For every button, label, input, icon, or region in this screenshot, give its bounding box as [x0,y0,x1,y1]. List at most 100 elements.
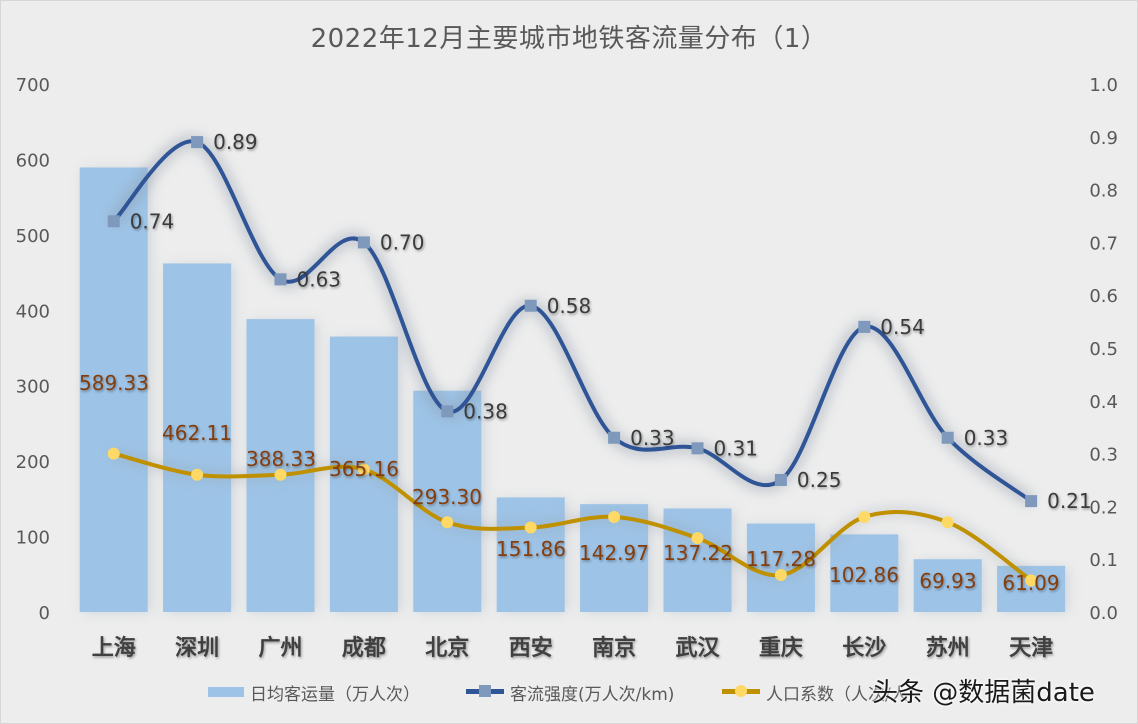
x-tick-label: 重庆 [759,635,803,661]
chart-title: 2022年12月主要城市地铁客流量分布（1） [310,24,828,54]
square-marker [524,299,537,312]
bar-value-label: 102.86 [829,563,899,587]
bar [913,559,982,612]
intensity-value-label: 0.70 [380,230,425,254]
intensity-value-label: 0.33 [964,426,1009,450]
square-marker [941,431,954,444]
intensity-value-label: 0.63 [297,267,342,291]
right-y-tick: 0.4 [1089,392,1118,413]
x-axis: 上海 深圳 广州 成都 北京 西安 南京 武汉 重庆 长沙 苏州 天津 [92,635,1053,661]
intensity-value-label: 0.54 [880,315,925,339]
left-y-tick: 200 [16,452,50,473]
chart-legend: 日均客运量（万人次） 客流强度(万人次/km) 人口系数（人次/人） [0,678,1138,706]
x-tick-label: 武汉 [675,636,720,661]
x-tick-label: 北京 [425,635,469,661]
line-square-marker-icon [466,685,504,697]
right-y-tick: 0.9 [1089,128,1118,149]
legend-item-daily-ridership: 日均客运量（万人次） [208,678,420,706]
bar [246,319,315,612]
legend-label: 人口系数（人次/人） [766,684,925,705]
circle-marker [691,532,704,545]
intensity-value-label: 0.33 [630,426,675,450]
bar-value-label: 589.33 [79,371,149,395]
bar [163,263,232,612]
circle-marker [357,463,370,476]
bar-value-label: 365.16 [329,457,399,481]
bar-value-label: 151.86 [496,537,566,561]
bar-value-label: 137.22 [663,541,733,565]
x-tick-label: 长沙 [842,636,886,661]
bar-value-label: 61.09 [1002,571,1059,595]
line-series-ridership-intensity [107,134,1038,508]
square-marker [191,136,204,149]
intensity-value-label: 0.89 [213,130,258,154]
left-y-tick: 700 [16,75,50,96]
x-tick-label: 成都 [342,636,386,661]
circle-marker [107,447,120,460]
circle-marker [274,468,287,481]
square-marker [691,442,704,455]
left-y-tick: 400 [16,301,50,322]
bar [79,167,148,612]
right-y-tick: 0.3 [1089,445,1118,466]
circle-marker [774,569,787,582]
square-marker [774,474,787,486]
watermark: 头条 @数据菌date [872,678,1095,708]
bar [496,497,565,612]
data-labels: 589.33 462.11 388.33 365.16 293.30 151.86 142.… [79,130,1092,595]
legend-item-intensity: 客流强度(万人次/km) [466,678,674,706]
x-tick-label: 苏州 [926,635,970,661]
bar-series-daily-ridership [79,167,1069,612]
left-y-tick: 600 [16,150,50,171]
right-y-tick: 0.1 [1089,550,1118,571]
right-y-tick: 0.2 [1089,497,1118,518]
bar-value-label: 69.93 [919,569,976,593]
right-y-tick: 0.5 [1089,339,1118,360]
square-marker [608,431,621,444]
right-y-tick: 0.6 [1089,286,1118,307]
square-marker [274,273,287,286]
circle-marker [441,516,454,529]
left-y-tick: 300 [16,377,50,398]
left-y-axis: 0 100 200 300 400 500 600 700 [16,75,50,624]
circle-marker [941,516,954,529]
bar-value-label: 462.11 [162,421,232,445]
bar-value-label: 117.28 [746,547,816,571]
square-marker [357,236,370,249]
x-tick-label: 西安 [509,635,553,661]
right-y-tick: 0.8 [1089,181,1118,202]
intensity-value-label: 0.25 [797,468,842,492]
right-y-tick: 0.0 [1089,603,1118,624]
circle-marker [191,468,204,481]
line-series-population-coefficient [107,447,1038,587]
intensity-value-label: 0.21 [1047,489,1092,513]
x-tick-label: 深圳 [175,636,219,661]
circle-marker [858,510,871,523]
legend-item-population-coefficient: 人口系数（人次/人） [722,678,925,706]
square-marker [107,215,120,228]
square-marker [441,405,454,418]
right-y-tick: 0.7 [1089,233,1118,254]
circle-marker [608,510,621,523]
bar-value-label: 142.97 [579,541,649,565]
bar-value-label: 293.30 [412,485,482,509]
bar [997,565,1066,612]
legend-label: 客流强度(万人次/km) [510,684,675,705]
right-y-axis: 0.0 0.1 0.2 0.3 0.4 0.5 0.6 0.7 0.8 0.9 1.0 [1089,75,1118,624]
x-tick-label: 南京 [592,635,636,661]
intensity-value-label: 0.58 [547,294,592,318]
circle-marker [524,521,537,534]
right-y-tick: 1.0 [1089,75,1118,96]
intensity-value-label: 0.38 [463,399,508,423]
bar-swatch-icon [208,687,244,697]
line-circle-marker-icon [722,685,760,697]
x-tick-label: 广州 [258,635,302,661]
square-marker [858,320,871,333]
x-tick-label: 天津 [1009,635,1053,661]
bar [830,534,899,612]
circle-marker [1025,574,1038,587]
legend-label: 日均客运量（万人次） [250,684,420,705]
left-y-tick: 100 [16,528,50,549]
left-y-tick: 500 [16,226,50,247]
